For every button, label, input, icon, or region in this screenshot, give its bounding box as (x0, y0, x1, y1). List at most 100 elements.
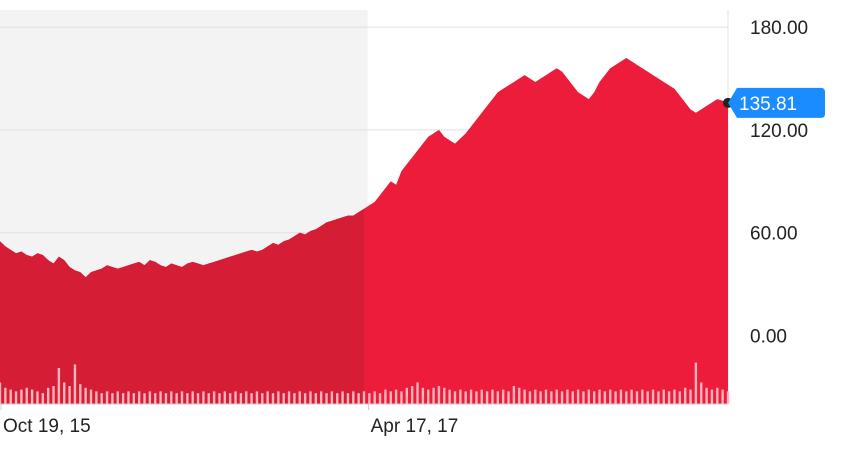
volume-bar (592, 391, 596, 404)
volume-bar (25, 387, 28, 404)
y-tick-label: 180.00 (750, 18, 808, 39)
volume-bar (630, 389, 633, 404)
volume-bar (352, 391, 355, 404)
volume-bar (303, 393, 307, 404)
x-axis-ticks: Oct 19, 15 Apr 17, 17 (0, 404, 459, 437)
volume-bar (228, 393, 232, 404)
volume-bar (196, 393, 200, 404)
x-tick-label: Apr 17, 17 (371, 416, 459, 437)
volume-bar (0, 382, 2, 404)
volume-bar (330, 391, 334, 404)
volume-bar (694, 362, 698, 404)
volume-bar (378, 393, 382, 404)
volume-bar (528, 391, 532, 404)
x-tick-label: Oct 19, 15 (3, 416, 91, 437)
volume-bar (576, 389, 580, 404)
volume-bar (469, 389, 473, 404)
volume-bar (202, 391, 205, 404)
volume-bar (143, 393, 146, 404)
volume-bar (132, 393, 136, 404)
volume-bar (480, 389, 483, 404)
volume-bar (437, 386, 441, 404)
volume-bar (662, 389, 665, 404)
volume-bar (57, 368, 61, 404)
volume-bar (180, 391, 184, 404)
volume-bar (619, 389, 623, 404)
last-value-label: 135.81 (739, 94, 797, 115)
volume-bar (710, 389, 714, 404)
volume-bar (175, 393, 178, 404)
volume-bar (625, 391, 628, 404)
volume-bar (346, 393, 350, 404)
volume-bar (571, 391, 574, 404)
volume-bar (432, 387, 435, 404)
volume-bar (287, 391, 291, 404)
volume-bar (518, 387, 521, 404)
volume-bar (46, 387, 50, 404)
volume-bar (271, 393, 275, 404)
volume-bar (41, 393, 45, 404)
volume-bar (373, 391, 376, 404)
volume-bar (282, 393, 285, 404)
volume-bar (609, 389, 612, 404)
volume-bar (111, 393, 114, 404)
y-axis-ticks: 180.00 120.00 60.00 0.00 (750, 18, 808, 347)
volume-bar (36, 391, 39, 404)
volume-bar (683, 387, 687, 404)
volume-bar (410, 386, 414, 404)
volume-bar (705, 387, 708, 404)
volume-bar (170, 391, 173, 404)
volume-bar (20, 389, 23, 404)
volume-bar (651, 389, 655, 404)
volume-bar (9, 389, 12, 404)
volume-bar (614, 391, 617, 404)
volume-bar (475, 391, 478, 404)
volume-bar (159, 391, 162, 404)
volume-bar (501, 389, 505, 404)
volume-bar (539, 391, 542, 404)
volume-bar (362, 391, 366, 404)
volume-bar (716, 387, 719, 404)
volume-bar (314, 393, 318, 404)
volume-bar (84, 387, 87, 404)
volume-bar (186, 393, 189, 404)
volume-bar (191, 391, 194, 404)
volume-bar (266, 391, 269, 404)
volume-bar (357, 393, 360, 404)
volume-bar (154, 393, 157, 404)
volume-bar (405, 387, 409, 404)
volume-bar (427, 389, 430, 404)
volume-bar (148, 391, 152, 404)
volume-bar (368, 393, 371, 404)
volume-bar (298, 391, 301, 404)
volume-bar (4, 387, 7, 404)
volume-bar (555, 389, 558, 404)
volume-bar (223, 391, 227, 404)
volume-bar (95, 391, 98, 404)
volume-bar (127, 391, 130, 404)
volume-bar (389, 391, 392, 404)
volume-bar (164, 393, 168, 404)
volume-bar (550, 391, 553, 404)
volume-bar (293, 393, 296, 404)
volume-bar (255, 391, 259, 404)
volume-bar (14, 391, 18, 404)
volume-bar (641, 389, 644, 404)
volume-bar (421, 387, 425, 404)
last-value-badge-bg (728, 87, 825, 118)
volume-bar (459, 389, 462, 404)
volume-bar (218, 393, 221, 404)
volume-bar (341, 391, 344, 404)
volume-bar (673, 389, 676, 404)
volume-bar (560, 391, 564, 404)
volume-bar (657, 391, 660, 404)
volume-bar (587, 389, 591, 404)
volume-bar (566, 389, 569, 404)
volume-bar (277, 391, 280, 404)
volume-bar (100, 393, 103, 404)
volume-bar (212, 391, 216, 404)
volume-bar (384, 389, 387, 404)
volume-bar (234, 391, 237, 404)
volume-bar (635, 391, 639, 404)
